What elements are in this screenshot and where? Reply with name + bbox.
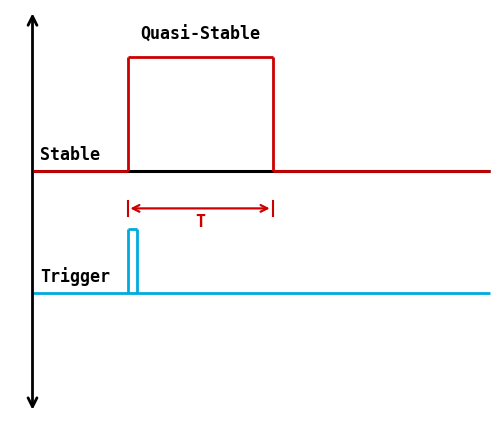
Text: Stable: Stable — [40, 146, 100, 164]
Text: Quasi-Stable: Quasi-Stable — [140, 26, 260, 44]
Text: T: T — [195, 213, 205, 231]
Text: Trigger: Trigger — [40, 267, 110, 286]
